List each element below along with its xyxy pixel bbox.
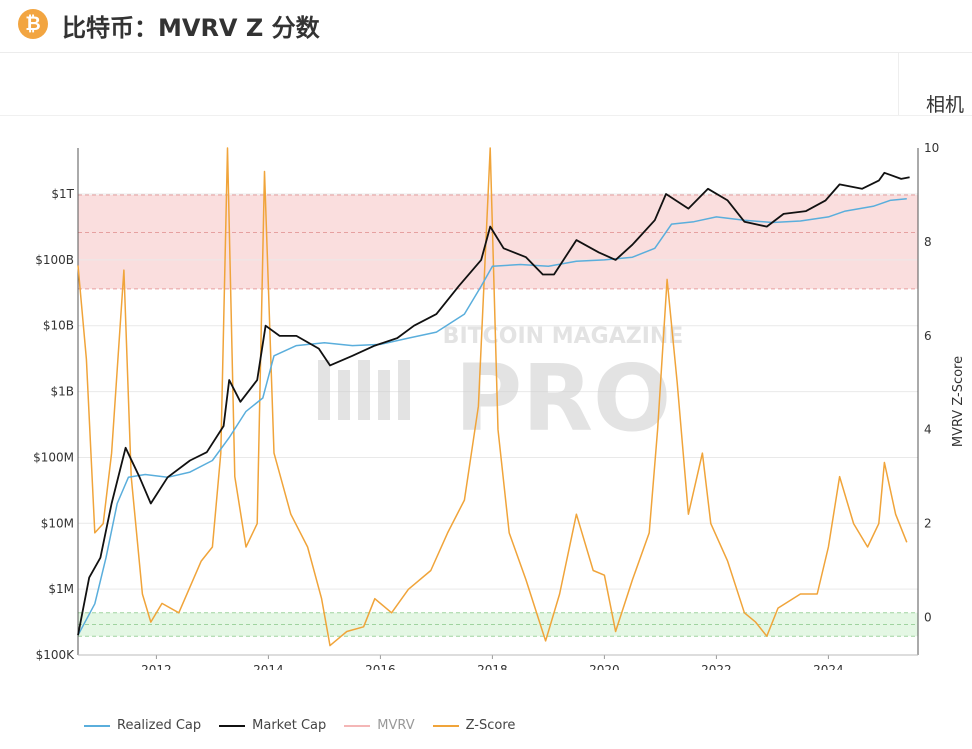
y-left-tick-label: $10M (41, 516, 74, 530)
y-left-tick-label: $10B (43, 319, 74, 333)
watermark-logo-bar (318, 360, 330, 420)
y-left-tick-label: $100K (36, 648, 76, 662)
legend-label-z-score: Z-Score (465, 718, 516, 733)
y-right-tick-label: 10 (924, 141, 939, 155)
bitcoin-logo-icon: ₿ (18, 9, 48, 39)
x-tick-label: 2018 (477, 663, 508, 670)
x-tick-label: 2024 (813, 663, 844, 670)
y-right-tick-label: 6 (924, 329, 932, 343)
series-line-market-cap (77, 171, 910, 636)
legend-item-realized-cap[interactable]: Realized Cap (84, 718, 201, 733)
toolbar-divider (898, 53, 899, 115)
legend-item-z-score[interactable]: Z-Score (432, 718, 516, 733)
watermark-logo-bar (358, 360, 370, 420)
legend-swatch-realized-cap (84, 724, 110, 727)
camera-button[interactable]: 相机 (926, 94, 965, 116)
y-left-tick-label: $1T (51, 187, 74, 201)
legend-swatch-z-score (432, 724, 459, 727)
toolbar: 相机 (0, 53, 972, 116)
mvrv-z-score-chart: $100K $1M $10M $100M $1B $10B $100B $1T 0 2 4 6 8 10 M… (33, 141, 966, 670)
x-tick-label: 2022 (701, 663, 732, 670)
y-right-axis-label: MVRV Z-Score (951, 356, 966, 447)
legend-label-realized-cap: Realized Cap (117, 718, 202, 733)
x-tick-label: 2016 (365, 663, 396, 670)
legend-item-market-cap[interactable]: Market Cap (219, 718, 326, 733)
y-right-tick-label: 2 (924, 517, 932, 531)
y-left-tick-label: $100M (33, 450, 74, 464)
series-line-realized-cap (77, 197, 907, 636)
x-tick-label: 2020 (589, 663, 620, 670)
watermark-text: BITCOIN MAGAZINE (443, 324, 684, 349)
watermark-logo-bar (338, 370, 350, 420)
legend-swatch-market-cap (219, 724, 246, 727)
legend-label-market-cap: Market Cap (252, 718, 327, 733)
x-tick-label: 2012 (141, 663, 172, 670)
page-header: ₿ 比特币：MVRV Z 分数 (0, 0, 972, 53)
y-right-tick-label: 0 (924, 610, 932, 624)
watermark-pro-text: PRO (455, 345, 671, 452)
page-title: 比特币：MVRV Z 分数 (62, 14, 320, 42)
y-right-tick-label: 4 (924, 423, 932, 437)
x-tick-label: 2014 (253, 663, 284, 670)
y-left-tick-label: $1M (48, 582, 74, 596)
y-left-tick-label: $100B (35, 253, 74, 267)
band-overvalued (78, 194, 918, 289)
legend-label-mvrv: MVRV (377, 718, 415, 733)
chart-legend: Realized Cap Market Cap MVRV Z-Score (84, 718, 515, 733)
series-line-z-score (77, 147, 908, 647)
y-right-tick-label: 8 (924, 235, 932, 249)
legend-swatch-mvrv (344, 724, 371, 727)
legend-item-mvrv[interactable]: MVRV (344, 718, 415, 733)
watermark-logo-bar (398, 360, 410, 420)
y-left-tick-label: $1B (50, 385, 74, 399)
watermark-logo-icon (318, 360, 410, 420)
watermark-logo-bar (378, 370, 390, 420)
